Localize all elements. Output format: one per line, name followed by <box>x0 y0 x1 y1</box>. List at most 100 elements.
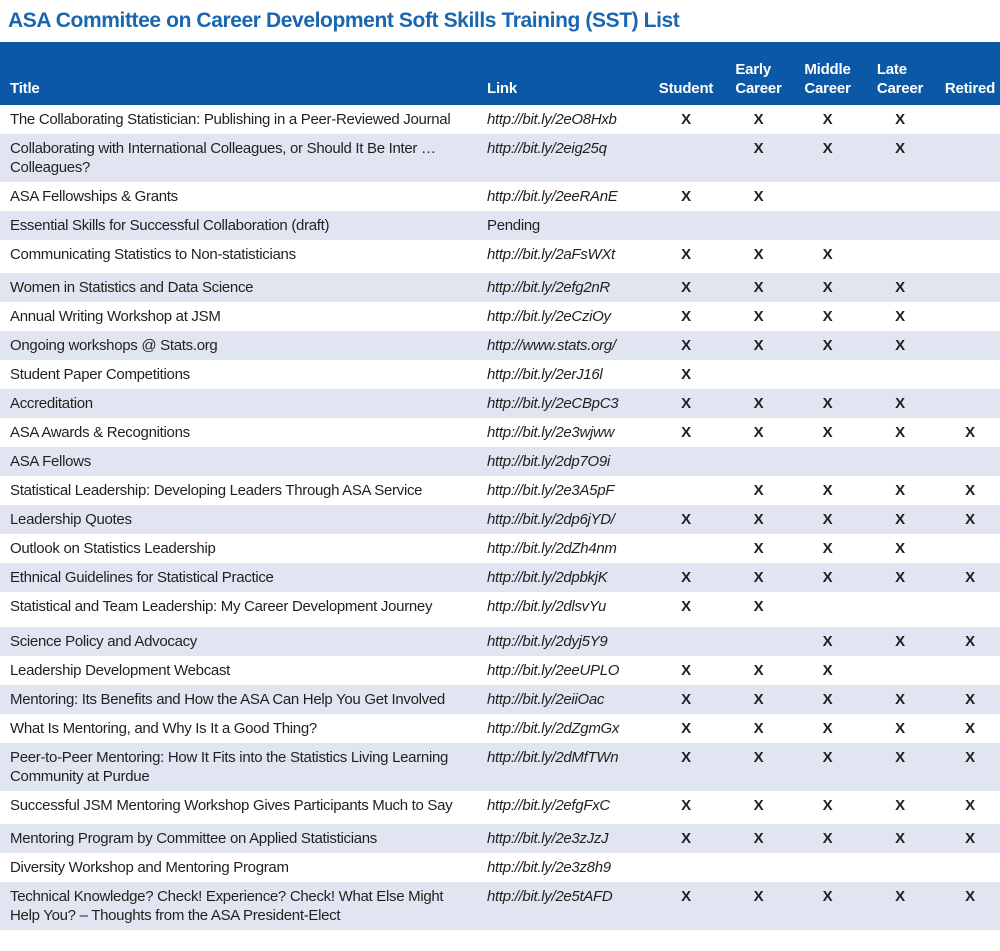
row-title: Technical Knowledge? Check! Experience? … <box>10 888 444 924</box>
mark-middle: X <box>822 633 833 650</box>
row-link-url[interactable]: http://bit.ly/2e3z8h9 <box>487 859 611 876</box>
mark-middle: X <box>822 691 833 708</box>
mark-student <box>650 134 722 144</box>
row-link-url[interactable]: http://bit.ly/2aFsWXt <box>487 246 615 263</box>
mark-early: X <box>753 888 764 905</box>
column-header-title: Title <box>10 80 40 97</box>
row-title: Communicating Statistics to Non-statisti… <box>10 246 296 263</box>
row-link-url[interactable]: http://bit.ly/2dMfTWn <box>487 749 619 766</box>
table-row: Diversity Workshop and Mentoring Program… <box>0 853 1000 882</box>
row-link-url[interactable]: http://bit.ly/2eiiOac <box>487 691 605 708</box>
row-title: Peer-to-Peer Mentoring: How It Fits into… <box>10 749 449 785</box>
mark-student: X <box>681 246 691 263</box>
header-early-line1: Early <box>735 61 772 78</box>
row-link-url[interactable]: http://bit.ly/2erJ16l <box>487 366 603 383</box>
table-row: ASA Fellowships & Grants http://bit.ly/2e… <box>0 182 1000 211</box>
mark-middle: X <box>822 482 833 499</box>
table-row: Ethnical Guidelines for Statistical Prac… <box>0 563 1000 592</box>
table-row: ASA Awards & Recognitions http://bit.ly/2… <box>0 418 1000 447</box>
column-header-early-career: Early Career <box>722 60 795 98</box>
row-title: Diversity Workshop and Mentoring Program <box>10 859 289 876</box>
mark-retired: X <box>965 720 975 737</box>
row-link-url[interactable]: http://bit.ly/2eCziOy <box>487 308 611 325</box>
header-late-line1: Late <box>876 61 907 78</box>
mark-middle: X <box>822 797 833 814</box>
row-link-url[interactable]: http://bit.ly/2e3A5pF <box>487 482 615 499</box>
mark-middle: X <box>822 395 833 412</box>
row-title: Ethnical Guidelines for Statistical Prac… <box>10 569 274 586</box>
mark-late <box>860 211 940 221</box>
row-link-url[interactable]: http://bit.ly/2eeRAnE <box>487 188 618 205</box>
row-title: The Collaborating Statistician: Publishi… <box>10 111 451 128</box>
row-title: Ongoing workshops @ Stats.org <box>10 337 218 354</box>
row-link-url[interactable]: http://bit.ly/2eig25q <box>487 140 607 157</box>
row-title: Annual Writing Workshop at JSM <box>10 308 221 325</box>
mark-student <box>650 476 722 486</box>
header-middle-line2: Career <box>804 80 851 97</box>
mark-retired <box>940 447 1000 457</box>
mark-late: X <box>895 140 905 157</box>
mark-retired <box>940 105 1000 115</box>
row-title: Leadership Quotes <box>10 511 132 528</box>
mark-retired <box>940 240 1000 250</box>
mark-retired: X <box>965 749 975 766</box>
row-link-url[interactable]: http://bit.ly/2dZh4nm <box>487 540 617 557</box>
row-title: What Is Mentoring, and Why Is It a Good … <box>10 720 317 737</box>
mark-retired: X <box>965 633 975 650</box>
row-link-url[interactable]: http://bit.ly/2dyj5Y9 <box>487 633 608 650</box>
mark-early: X <box>753 337 764 354</box>
row-title: ASA Awards & Recognitions <box>10 424 190 441</box>
mark-student: X <box>681 598 691 615</box>
mark-middle: X <box>822 662 833 679</box>
sst-table: Title Link Student Early Career Middle Car… <box>0 42 1000 930</box>
row-link-url[interactable]: http://bit.ly/2eCBpC3 <box>487 395 619 412</box>
mark-retired <box>940 853 1000 863</box>
mark-retired: X <box>965 511 975 528</box>
row-link-url[interactable]: http://bit.ly/2dZgmGx <box>487 720 620 737</box>
mark-late: X <box>895 633 905 650</box>
mark-late: X <box>895 482 905 499</box>
mark-late <box>860 240 940 250</box>
row-title: Science Policy and Advocacy <box>10 633 198 650</box>
mark-student <box>650 211 722 221</box>
mark-late: X <box>895 540 905 557</box>
mark-student: X <box>681 662 691 679</box>
mark-student: X <box>681 337 691 354</box>
row-link-url[interactable]: http://bit.ly/2eO8Hxb <box>487 111 617 128</box>
mark-middle: X <box>822 424 833 441</box>
row-link-url[interactable]: http://bit.ly/2efgFxC <box>487 797 610 814</box>
mark-middle <box>795 182 860 192</box>
mark-late: X <box>895 308 905 325</box>
mark-retired <box>940 656 1000 666</box>
mark-retired <box>940 389 1000 399</box>
mark-early: X <box>753 246 764 263</box>
row-link-url[interactable]: http://bit.ly/2efg2nR <box>487 279 610 296</box>
mark-late: X <box>895 888 905 905</box>
mark-retired <box>940 592 1000 602</box>
mark-student <box>650 627 722 637</box>
row-title: Statistical and Team Leadership: My Care… <box>10 598 433 615</box>
mark-early <box>722 447 795 457</box>
row-title: Statistical Leadership: Developing Leade… <box>10 482 423 499</box>
mark-middle: X <box>822 830 833 847</box>
row-link-url[interactable]: http://bit.ly/2dlsvYu <box>487 598 607 615</box>
row-link-url[interactable]: http://bit.ly/2dp6jYD/ <box>487 511 615 528</box>
row-link-url[interactable]: http://bit.ly/2e3wjww <box>487 424 615 441</box>
mark-early: X <box>753 188 764 205</box>
mark-early: X <box>753 797 764 814</box>
row-link-url[interactable]: http://bit.ly/2e5tAFD <box>487 888 613 905</box>
mark-late <box>860 182 940 192</box>
mark-early: X <box>753 662 764 679</box>
row-link-url[interactable]: http://bit.ly/2eeUPLO <box>487 662 620 679</box>
row-link-url[interactable]: http://bit.ly/2dpbkjK <box>487 569 608 586</box>
table-row: What Is Mentoring, and Why Is It a Good … <box>0 714 1000 743</box>
table-row: Statistical Leadership: Developing Leade… <box>0 476 1000 505</box>
row-link-url[interactable]: http://www.stats.org/ <box>487 337 616 354</box>
row-link-url[interactable]: http://bit.ly/2e3zJzJ <box>487 830 609 847</box>
row-link-url[interactable]: http://bit.ly/2dp7O9i <box>487 453 610 470</box>
header-early-line2: Career <box>735 80 782 97</box>
mark-early: X <box>753 395 764 412</box>
table-row: ASA Fellows http://bit.ly/2dp7O9i <box>0 447 1000 476</box>
table-body: The Collaborating Statistician: Publishi… <box>0 105 1000 930</box>
mark-retired <box>940 211 1000 221</box>
